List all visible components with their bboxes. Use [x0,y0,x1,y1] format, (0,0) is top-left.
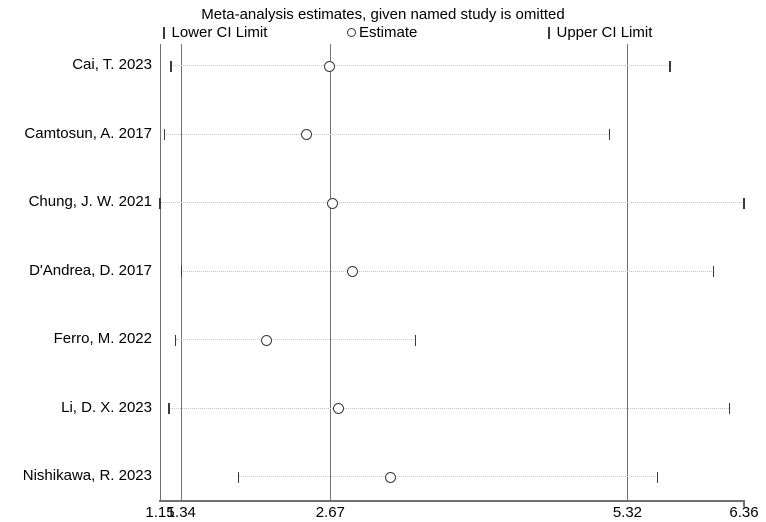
study-label: Cai, T. 2023 [72,56,152,73]
legend-upper-ci-label: Upper CI Limit [556,24,653,41]
lower-ci-tick [163,129,166,140]
estimate-marker [260,334,272,346]
reference-line-estimate [329,44,331,500]
ci-dotted-line [160,202,744,203]
upper-ci-tick [414,334,417,346]
legend-item-upper-ci: Upper CI Limit [548,24,652,41]
ci-dotted-line [175,339,416,340]
ci-dotted-line [181,270,714,272]
estimate-marker [347,266,359,277]
study-label: Nishikawa, R. 2023 [22,467,152,484]
estimate-circle-icon [347,28,356,37]
lower-ci-tick [170,60,172,72]
estimate-marker [332,403,344,414]
lower-ci-tick [180,266,183,277]
legend-estimate-label: Estimate [359,24,418,41]
upper-ci-tick [712,266,715,277]
estimate-marker [323,60,335,72]
lower-ci-tick [237,471,240,483]
lower-ci-tick [174,334,177,346]
x-axis-line [159,500,745,502]
ci-dotted-line [171,65,670,66]
lower-ci-tick [159,197,161,209]
upper-ci-tick [656,471,659,483]
ci-dotted-line [168,407,730,409]
upper-ci-tick [669,60,671,72]
chart-title: Meta-analysis estimates, given named stu… [201,6,565,23]
study-label: Chung, J. W. 2021 [28,193,152,210]
upper-ci-tick-icon [548,26,550,39]
legend-item-estimate: Estimate [347,24,417,41]
upper-ci-tick [728,403,731,414]
ci-dotted-line [238,476,658,477]
x-axis-end-tick [743,500,745,507]
x-axis-tick-label: 1.15 [145,504,175,521]
lower-ci-tick-icon [163,26,165,39]
x-axis-tick-label: 1.34 [166,504,196,521]
x-axis-tick-label: 6.36 [729,504,759,521]
estimate-marker [301,129,313,140]
study-label: Li, D. X. 2023 [61,398,152,416]
legend-lower-ci-label: Lower CI Limit [171,24,268,41]
study-label: D'Andrea, D. 2017 [29,261,152,279]
upper-ci-tick [743,197,745,209]
ci-dotted-line [164,133,610,135]
estimate-marker [327,197,339,209]
legend-item-lower-ci: Lower CI Limit [163,24,267,41]
reference-line-upper-ci [626,44,628,500]
estimate-marker [385,471,397,483]
lower-ci-tick [168,403,170,414]
study-label: Camtosun, A. 2017 [24,124,152,142]
upper-ci-tick [608,129,611,140]
study-label: Ferro, M. 2022 [53,330,152,347]
x-axis-tick-label: 2.67 [315,504,345,521]
y-axis-line [159,44,161,500]
x-axis-tick-label: 5.32 [612,504,643,521]
